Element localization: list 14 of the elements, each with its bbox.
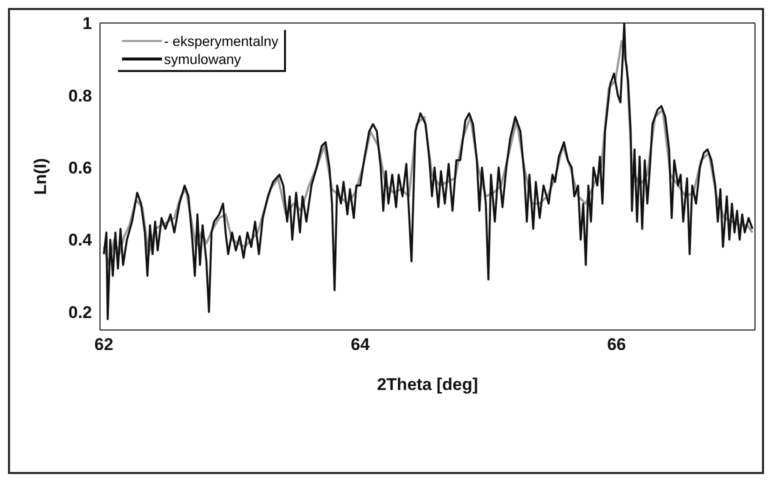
x-tick-label: 66 <box>607 335 626 354</box>
y-tick-label: 0.8 <box>68 86 92 106</box>
y-tick-label: 0.4 <box>68 230 93 250</box>
y-tick-label: 0.2 <box>68 302 92 322</box>
x-tick-label: 64 <box>350 335 370 354</box>
legend-label: symulowany <box>164 51 242 67</box>
y-tick-label: 0.6 <box>68 158 92 178</box>
line-series <box>102 23 754 320</box>
x-tick-label: 62 <box>94 335 114 354</box>
x-axis-title: 2Theta [deg] <box>376 375 478 394</box>
legend-label: - eksperymentalny <box>164 33 278 49</box>
figure-border: - eksperymentalny symulowany 62 64 66 2Theta [deg] 0.2 0.4 0.6 0.8 1 Ln(I) <box>8 8 764 474</box>
y-tick-label: 1 <box>82 14 92 34</box>
y-axis-title: Ln(I) <box>31 158 50 195</box>
